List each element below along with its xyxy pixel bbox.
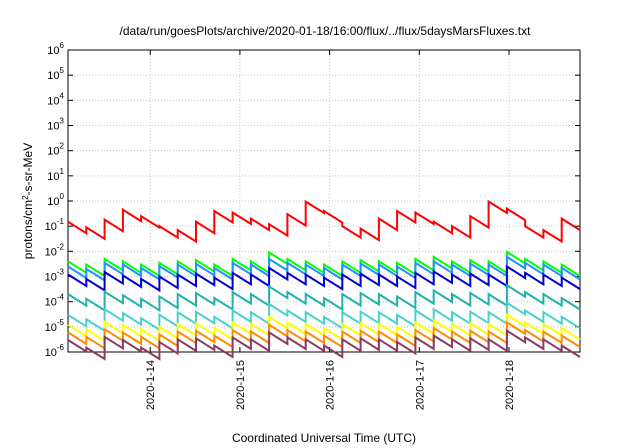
series-line (67, 199, 581, 244)
series-line (67, 283, 581, 313)
series-line (67, 264, 581, 293)
x-tick-label: 2020-1-18 (504, 360, 516, 410)
y-tick-label: 103 (47, 117, 64, 133)
y-tick-label: 104 (47, 91, 64, 107)
x-tick-label: 2020-1-16 (325, 360, 337, 410)
y-axis-label: protons/cm2-s-sr-MeV (21, 143, 35, 259)
x-tick-label: 2020-1-15 (235, 360, 247, 410)
y-tick-label: 10-1 (45, 217, 65, 233)
y-tick-label: 105 (47, 66, 64, 82)
y-tick-label: 106 (47, 41, 64, 57)
x-axis-ticks: 2020-1-14 2020-1-15 2020-1-16 2020-1-17 2020… (145, 50, 516, 410)
x-tick-label: 2020-1-17 (414, 360, 426, 410)
y-tick-label: 10-5 (45, 318, 65, 334)
y-axis-ticks: 10-6 10-5 10-4 10-3 10-2 10-1 100 101 102 103 104 1… (45, 41, 580, 359)
y-tick-label: 100 (47, 192, 64, 208)
y-tick-label: 10-2 (45, 242, 65, 258)
data-series (67, 199, 581, 361)
x-axis-label: Coordinated Universal Time (UTC) (232, 431, 416, 445)
y-tick-label: 10-6 (45, 343, 65, 359)
series-line (67, 320, 581, 351)
chart-title: /data/run/goesPlots/archive/2020-01-18/1… (120, 24, 532, 38)
y-tick-label: 102 (47, 142, 64, 158)
y-tick-label: 101 (47, 167, 64, 183)
x-tick-label: 2020-1-14 (145, 360, 157, 410)
series-line (67, 328, 581, 361)
y-tick-label: 10-3 (45, 268, 65, 284)
y-tick-label: 10-4 (45, 293, 65, 309)
